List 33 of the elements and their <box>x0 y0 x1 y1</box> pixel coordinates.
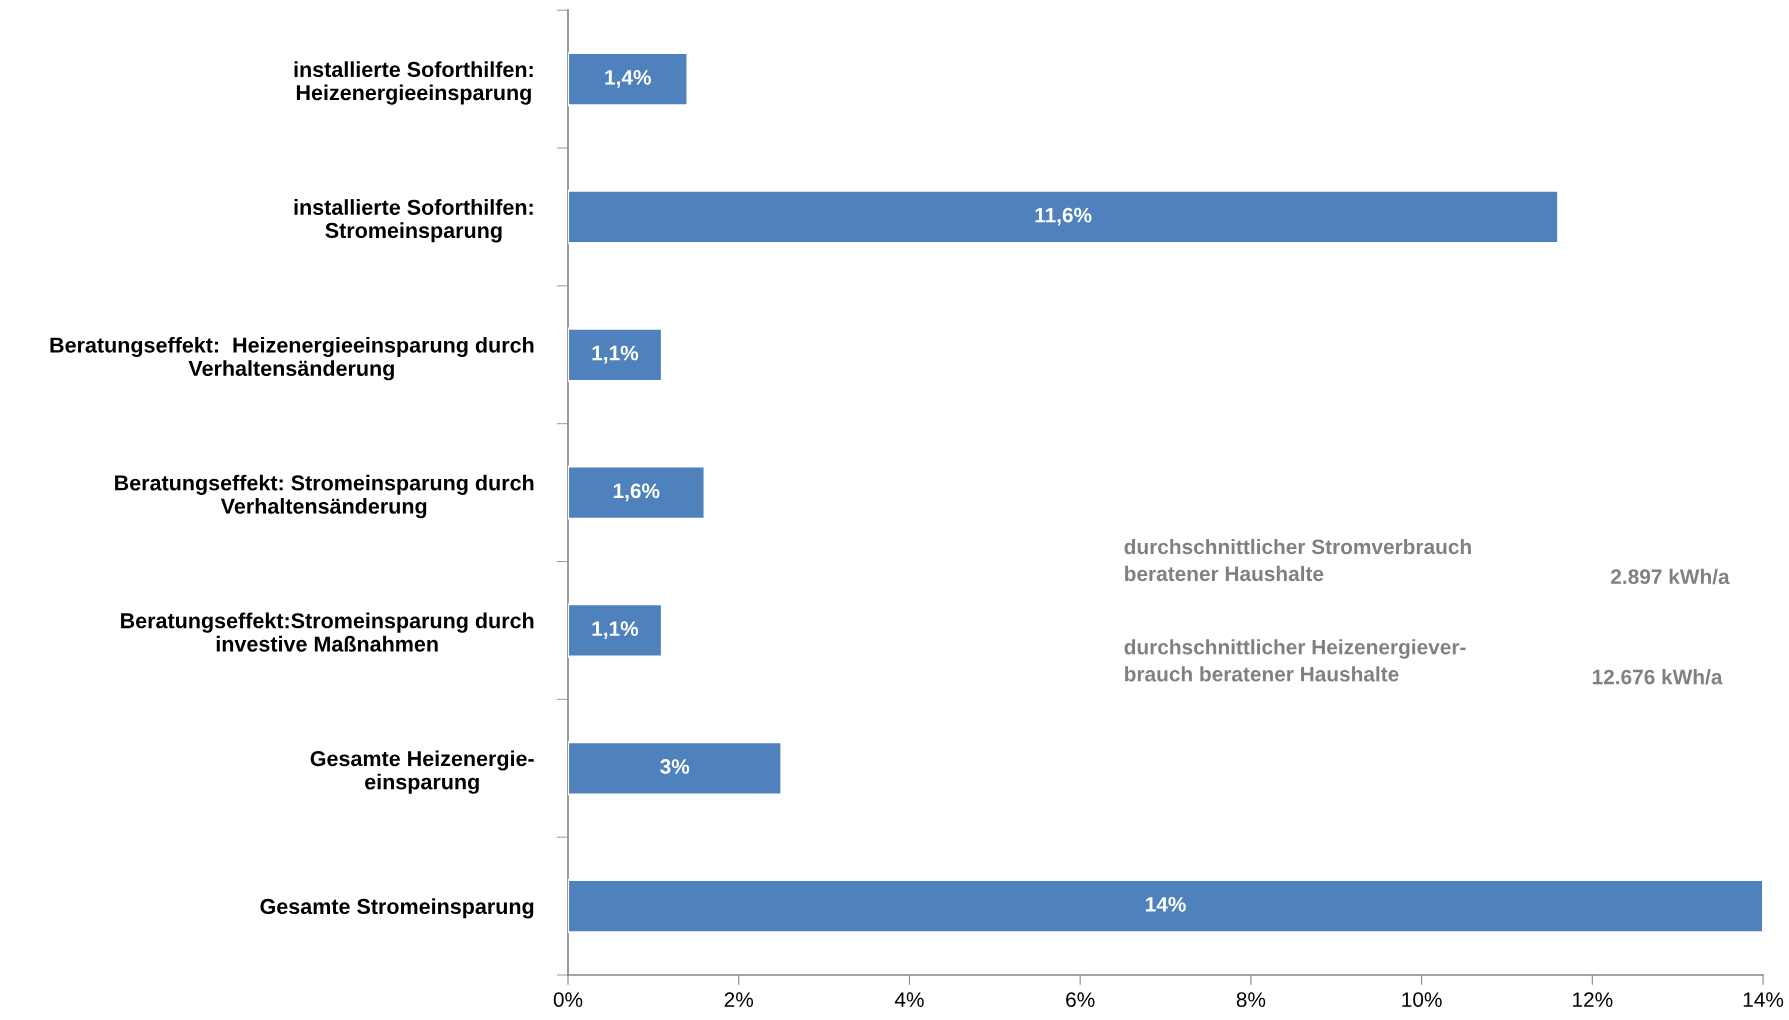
y-tick-label: Beratungseffekt:Stromeinsparung durch investive Maßnahmen <box>121 612 534 652</box>
bar <box>568 603 663 658</box>
y-tick-label: Beratungseffekt: Heizenergieeinsparung durch Verhaltensänderung <box>50 336 534 381</box>
bar <box>568 878 1764 934</box>
bar <box>568 465 706 520</box>
y-tick-label: installierte Soforthilfen: Stromeinsparung <box>294 199 533 243</box>
y-tick-label: Gesamte Heizenergie- einsparung <box>310 750 534 794</box>
data-label: 3% <box>660 759 690 774</box>
annotation: durchschnittlicher Heizenergiever- brauch beratener Haushalte <box>1124 639 1466 682</box>
x-tick-label: 10% <box>1402 992 1442 1007</box>
data-label: 1,4% <box>605 70 651 88</box>
x-tick-label: 2% <box>724 992 754 1007</box>
y-tick-label: Beratungseffekt: Stromeinsparung durch Verhaltensänderung <box>115 474 534 519</box>
annotation: 2.897 kWh/a <box>1611 568 1730 585</box>
y-tick-label: installierte Soforthilfen: Heizenergieeinsparung <box>294 61 533 105</box>
annotation: 12.676 kWh/a <box>1592 669 1723 685</box>
data-label: 14% <box>1146 896 1186 912</box>
x-tick-label: 0% <box>553 992 583 1007</box>
x-tick-label: 4% <box>894 992 924 1007</box>
data-label: 11,6% <box>1035 207 1092 226</box>
data-label: 1,1% <box>592 345 639 364</box>
bar <box>568 327 663 383</box>
bar <box>568 51 689 107</box>
x-tick-label: 6% <box>1066 992 1095 1007</box>
data-label: 1,6% <box>613 483 660 502</box>
x-tick-label: 14% <box>1743 992 1784 1007</box>
data-label: 1,1% <box>592 621 639 640</box>
bar <box>568 189 1560 245</box>
annotation: durchschnittlicher Stromverbrauch beratener Haushalte <box>1124 538 1471 582</box>
bar <box>568 741 783 796</box>
x-tick-label: 12% <box>1573 992 1613 1007</box>
y-tick-label: Gesamte Stromeinsparung <box>260 898 534 919</box>
x-tick-label: 8% <box>1236 992 1266 1007</box>
